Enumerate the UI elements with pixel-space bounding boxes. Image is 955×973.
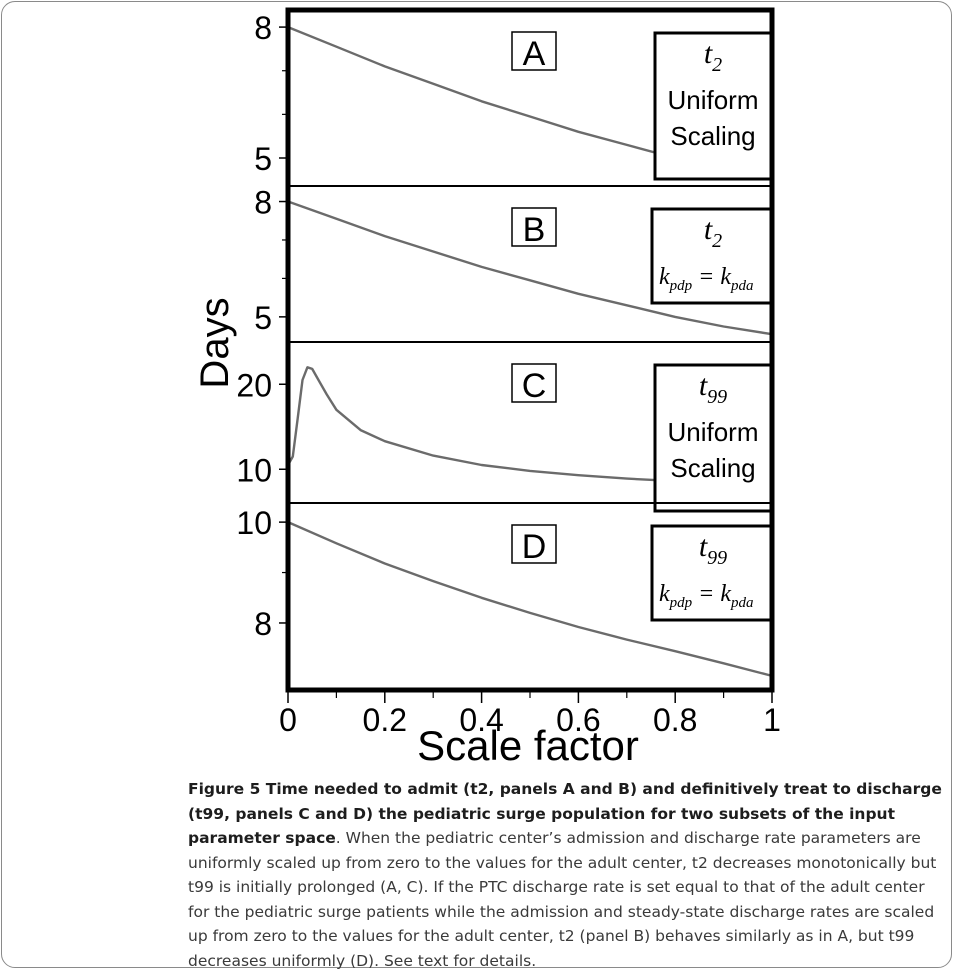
x-tick-label: 0: [279, 702, 297, 738]
y-tick-label: 5: [254, 141, 272, 177]
panel-c: 20 10 C t99 Uniform Scaling: [236, 363, 774, 513]
x-tick-label: 0.4: [459, 702, 503, 738]
panel-annotation: t99 kpdp = kpda: [650, 524, 774, 622]
y-tick-label: 20: [236, 367, 272, 403]
series-line: [287, 521, 773, 678]
panel-a: 8 5 A t2 Uniform Scaling: [254, 10, 774, 187]
annotation-box: [653, 363, 774, 513]
annotation-line: Scaling: [670, 453, 755, 483]
y-tick-label: 8: [254, 10, 272, 46]
annotation-line: Uniform: [667, 417, 758, 447]
panel-annotation: t2 Uniform Scaling: [653, 31, 774, 181]
annotation-variable: t2: [704, 213, 722, 252]
series-line: [286, 366, 773, 490]
y-tick-label: 8: [254, 185, 272, 221]
y-tick-label: 10: [236, 505, 272, 541]
panel-label: C: [511, 363, 557, 405]
panel-annotation: t2 kpdp = kpda: [650, 207, 774, 305]
panel-label: A: [511, 31, 557, 73]
annotation-line: Scaling: [670, 121, 755, 151]
caption-title: Figure 5 Time needed to admit (t2, panel…: [188, 780, 942, 847]
panel-label-text: B: [523, 211, 546, 249]
panel-label-box: [511, 207, 557, 247]
figure-caption: Figure 5 Time needed to admit (t2, panel…: [188, 777, 948, 973]
annotation-variable: t99: [699, 530, 727, 569]
x-axis-label: Scale factor: [417, 722, 639, 769]
panel-label: D: [511, 524, 557, 566]
x-tick-label: 1: [763, 702, 781, 738]
panel-label-text: D: [522, 528, 547, 566]
panel-label-text: A: [523, 35, 546, 73]
y-tick-label: 10: [236, 452, 272, 488]
panel-label-box: [511, 31, 557, 71]
caption-text: . When the pediatric center’s admission …: [188, 829, 937, 970]
annotation-variable: t99: [699, 369, 727, 408]
panel-label: B: [511, 207, 557, 249]
panel-label-text: C: [522, 367, 547, 405]
series-line: [287, 200, 773, 336]
y-tick-label: 5: [254, 300, 272, 336]
panel-label-box: [511, 363, 557, 403]
y-axis-label: Days: [193, 297, 237, 388]
annotation-equation: kpdp = kpda: [659, 264, 754, 294]
panel-d: 10 8 D t99 kpdp = kpda: [236, 505, 774, 678]
panel-annotation: t99 Uniform Scaling: [653, 363, 774, 513]
annotation-equation: kpdp = kpda: [659, 581, 754, 611]
panel-b: 8 5 B t2 kpdp = kpda: [254, 185, 774, 343]
x-tick-label: 0.8: [653, 702, 697, 738]
y-tick-label: 8: [254, 606, 272, 642]
annotation-variable: t2: [704, 37, 722, 76]
x-tick-label: 0.6: [556, 702, 600, 738]
x-tick-label: 0.2: [363, 702, 407, 738]
panel-label-box: [511, 524, 557, 564]
annotation-line: Uniform: [667, 85, 758, 115]
annotation-box: [653, 31, 774, 181]
